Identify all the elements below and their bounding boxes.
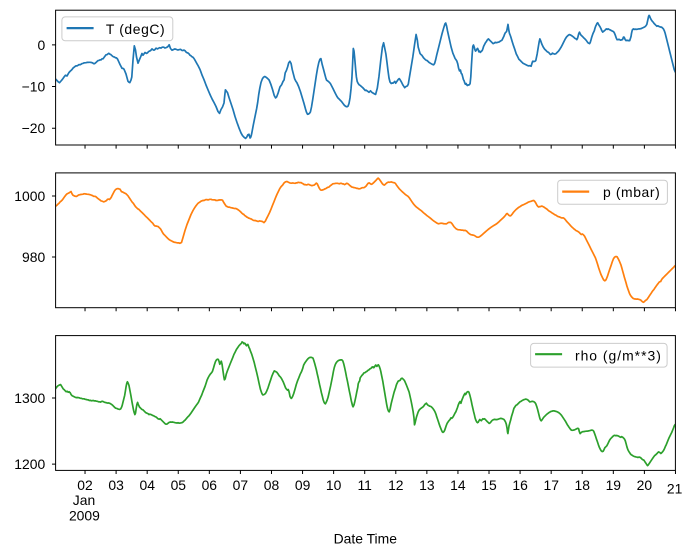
svg-text:06: 06 [202, 477, 218, 493]
svg-text:04: 04 [139, 477, 155, 493]
svg-text:p (mbar): p (mbar) [603, 184, 660, 200]
svg-text:03: 03 [108, 477, 124, 493]
svg-text:09: 09 [295, 477, 311, 493]
svg-text:1000: 1000 [14, 188, 45, 204]
svg-text:Jan: Jan [73, 492, 95, 508]
svg-text:13: 13 [419, 477, 435, 493]
svg-text:16: 16 [512, 477, 528, 493]
svg-text:19: 19 [606, 477, 622, 493]
svg-text:12: 12 [388, 477, 404, 493]
svg-text:0: 0 [37, 37, 45, 53]
svg-text:2009: 2009 [69, 507, 100, 523]
svg-text:18: 18 [574, 477, 590, 493]
svg-text:07: 07 [233, 477, 249, 493]
svg-text:14: 14 [450, 477, 466, 493]
svg-text:20: 20 [637, 477, 653, 493]
svg-text:−10: −10 [22, 79, 46, 95]
svg-text:T (degC): T (degC) [106, 21, 165, 37]
svg-text:05: 05 [171, 477, 187, 493]
svg-text:1200: 1200 [14, 456, 45, 472]
svg-text:17: 17 [543, 477, 559, 493]
svg-text:1300: 1300 [14, 390, 45, 406]
svg-text:−20: −20 [22, 120, 46, 136]
svg-text:21: 21 [667, 481, 683, 497]
svg-text:11: 11 [357, 477, 372, 493]
svg-text:Date Time: Date Time [334, 531, 398, 547]
svg-text:02: 02 [77, 477, 93, 493]
svg-text:08: 08 [264, 477, 280, 493]
svg-text:rho (g/m**3): rho (g/m**3) [575, 347, 662, 363]
svg-text:980: 980 [22, 249, 45, 265]
svg-text:10: 10 [326, 477, 342, 493]
svg-text:15: 15 [481, 477, 497, 493]
